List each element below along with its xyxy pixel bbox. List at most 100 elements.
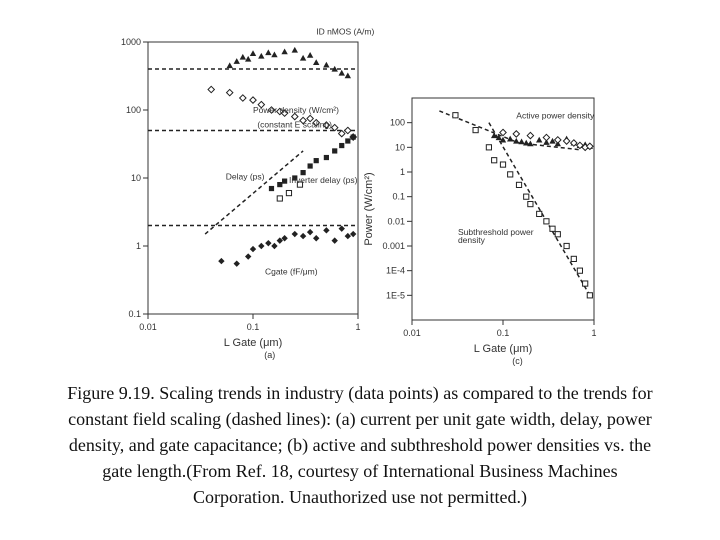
p1-y-tick-label: 1 [400,167,405,177]
p0-data-point [299,232,307,240]
p1-data-point [562,137,571,145]
p0-data-point [271,51,278,58]
p1-scaling-trend-line [488,122,591,296]
p0-data-point [330,123,339,132]
p0-data-point [331,237,338,244]
p1-data-point [499,161,507,168]
p0-annotation: Cgate (fF/μm) [265,267,318,277]
figure-caption: Figure 9.19. Scaling trends in industry … [67,383,653,507]
p0-data-point [239,53,247,60]
p1-data-point [536,210,543,218]
p0-data-point [349,230,357,238]
p0-data-point [296,181,304,188]
p1-y-tick-label: 0.001 [382,241,405,251]
p0-data-point [267,106,276,114]
p0-data-point [268,185,275,192]
p0-x-tick-label: 1 [355,322,360,332]
p0-data-point [312,118,321,127]
p0-series-2 [268,134,356,192]
p1-data-point [554,231,561,238]
p0-data-point [218,257,225,265]
p0-data-point [306,114,315,123]
p0-series-1 [207,85,358,141]
p1-data-point [485,144,493,151]
p0-scaling-trend-line [204,150,304,235]
p1-data-point [582,280,589,287]
p0-data-point [238,94,247,102]
p0-data-point [291,46,298,53]
p1-data-point [586,292,593,299]
p0-y-tick-label: 1000 [121,37,141,47]
p1-data-point [536,136,543,143]
p1-data-point [549,225,556,232]
p0-data-point [290,112,299,121]
p0-data-point [233,260,240,267]
p0-data-point [258,52,265,59]
p0-data-point [226,62,233,69]
p0-data-point [257,100,266,109]
p1-series-2 [452,112,593,299]
p0-data-point [299,54,307,61]
p0-x-tick-label: 0.1 [247,322,260,332]
p1-y-tick-label: 1E-5 [386,290,405,300]
p0-data-point [307,163,313,169]
p1-data-point [523,193,530,200]
p1-data-point [513,137,520,144]
p0-data-point [323,227,330,234]
p0-data-point [265,239,272,247]
p0-data-point [338,225,345,232]
p1-data-point [518,138,525,145]
p0-data-point [338,69,345,76]
p1-data-point [575,141,584,150]
p0-x-axis-label: L Gate (μm) [224,337,283,349]
p1-x-tick-label: 0.01 [403,328,421,338]
p0-annotation: Power density (W/cm²) [253,105,339,115]
p1-data-point [495,134,503,141]
p1-y-tick-label: 10 [395,142,405,152]
p0-y-tick-label: 0.1 [128,309,141,319]
p1-data-point [543,218,550,225]
p1-data-point [569,139,578,147]
p0-annotation: (constant E scaling) [257,120,332,130]
p1-data-point [507,171,514,178]
p1-y-tick-label: 0.01 [387,216,405,226]
p1-data-point [527,200,534,208]
p0-data-point [306,51,314,58]
p0-annotation: Inverter delay (ps) [289,175,358,185]
p0-data-point [292,175,298,181]
p0-data-point [350,134,356,140]
p0-y-tick-label: 10 [131,173,141,183]
p0-data-point [343,126,352,135]
p0-data-point [339,142,345,149]
p0-data-point [249,245,257,253]
p1-data-point [563,242,570,250]
p1-y-tick-label: 1E-4 [386,266,405,276]
p1-data-point [549,137,556,144]
panel-a-chart: 0.1 1 10 100 1000 0.01 0.1 1 L Gate (μm)(a) ID nM… [121,26,375,360]
p0-data-point [276,237,284,244]
p1-data-point [570,255,577,262]
p1-data-point [472,126,479,134]
p0-data-point [299,116,308,125]
p0-data-point [280,109,289,118]
p0-data-point [344,232,352,240]
p0-data-point [258,242,265,250]
p0-data-point [345,138,351,144]
panel-c-chart: 100 10 1 0.1 0.01 0.001 1E-4 1E-5 0.01 0.1 1 L Gate… [363,97,597,366]
p0-data-point [233,58,240,64]
p1-data-point [553,136,562,144]
p1-x-tick-label: 0.1 [497,328,510,338]
p1-data-point [576,267,584,274]
p1-x-axis-label: L Gate (μm) [474,343,533,355]
p0-data-point [313,59,320,66]
p0-y-tick-label: 1 [136,241,141,251]
p1-data-point [526,131,535,140]
p0-series-0 [226,46,352,79]
p0-series-4 [218,225,357,267]
p0-data-point [322,121,331,129]
p1-annotation: Active power density [516,110,595,120]
p0-data-point [323,154,329,161]
p0-data-point [281,48,288,55]
p0-data-point [337,129,346,138]
